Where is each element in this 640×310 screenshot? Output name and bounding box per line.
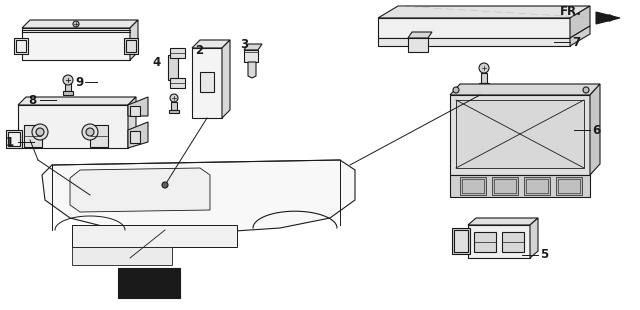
Polygon shape bbox=[22, 28, 130, 60]
Bar bbox=[200, 72, 214, 92]
Polygon shape bbox=[124, 38, 138, 54]
Circle shape bbox=[479, 63, 489, 73]
Polygon shape bbox=[70, 168, 210, 212]
Bar bbox=[130, 131, 140, 143]
Polygon shape bbox=[192, 48, 222, 118]
Polygon shape bbox=[408, 38, 428, 52]
Circle shape bbox=[86, 128, 94, 136]
Circle shape bbox=[36, 128, 44, 136]
Circle shape bbox=[32, 124, 48, 140]
Polygon shape bbox=[408, 32, 432, 38]
Bar bbox=[65, 83, 71, 91]
Bar bbox=[558, 179, 580, 193]
Text: 8: 8 bbox=[28, 94, 36, 107]
Bar bbox=[24, 125, 42, 147]
Polygon shape bbox=[468, 225, 530, 258]
Polygon shape bbox=[244, 50, 258, 62]
Polygon shape bbox=[378, 38, 570, 46]
Bar bbox=[454, 230, 468, 252]
Text: 1: 1 bbox=[6, 135, 14, 148]
Bar bbox=[556, 177, 582, 195]
Polygon shape bbox=[128, 97, 136, 148]
Polygon shape bbox=[128, 122, 148, 148]
Polygon shape bbox=[248, 62, 256, 78]
Bar bbox=[126, 40, 136, 52]
Polygon shape bbox=[530, 218, 538, 258]
Circle shape bbox=[63, 75, 73, 85]
Polygon shape bbox=[170, 48, 185, 58]
Polygon shape bbox=[18, 97, 136, 105]
Polygon shape bbox=[128, 97, 148, 116]
Circle shape bbox=[583, 87, 589, 93]
Bar bbox=[169, 110, 179, 113]
Circle shape bbox=[170, 94, 178, 102]
Polygon shape bbox=[570, 26, 590, 46]
Bar bbox=[462, 179, 484, 193]
Text: 2: 2 bbox=[195, 43, 203, 56]
Bar bbox=[90, 125, 108, 147]
Circle shape bbox=[82, 124, 98, 140]
Bar bbox=[118, 268, 180, 298]
Text: 7: 7 bbox=[572, 36, 580, 48]
Circle shape bbox=[453, 87, 459, 93]
Bar bbox=[460, 177, 486, 195]
Polygon shape bbox=[22, 20, 138, 28]
Text: FR.: FR. bbox=[560, 5, 582, 18]
Polygon shape bbox=[378, 6, 590, 18]
Text: 9: 9 bbox=[75, 76, 83, 88]
Polygon shape bbox=[244, 44, 262, 50]
Bar bbox=[474, 232, 496, 252]
Polygon shape bbox=[570, 6, 590, 38]
Bar bbox=[130, 106, 140, 116]
Bar bbox=[72, 247, 172, 265]
Bar bbox=[492, 177, 518, 195]
Text: 5: 5 bbox=[540, 249, 548, 262]
Polygon shape bbox=[378, 18, 570, 38]
Bar bbox=[171, 102, 177, 110]
Bar bbox=[502, 232, 524, 252]
Polygon shape bbox=[168, 55, 178, 80]
Bar bbox=[479, 83, 489, 86]
Circle shape bbox=[162, 182, 168, 188]
Polygon shape bbox=[590, 84, 600, 175]
Bar bbox=[450, 175, 590, 197]
Polygon shape bbox=[170, 78, 185, 88]
Bar bbox=[526, 179, 548, 193]
Bar bbox=[63, 91, 73, 95]
Bar bbox=[72, 225, 237, 247]
Polygon shape bbox=[450, 84, 600, 95]
Polygon shape bbox=[450, 95, 590, 175]
Polygon shape bbox=[18, 105, 128, 148]
Polygon shape bbox=[222, 40, 230, 118]
Polygon shape bbox=[6, 130, 22, 148]
Polygon shape bbox=[192, 40, 230, 48]
Text: 3: 3 bbox=[240, 38, 248, 51]
Text: 6: 6 bbox=[592, 123, 600, 136]
Polygon shape bbox=[14, 38, 28, 54]
Polygon shape bbox=[468, 218, 538, 225]
Text: 4: 4 bbox=[152, 55, 160, 69]
Bar bbox=[481, 73, 487, 83]
Bar bbox=[16, 40, 26, 52]
Polygon shape bbox=[42, 160, 355, 232]
Bar bbox=[524, 177, 550, 195]
Circle shape bbox=[73, 21, 79, 27]
Bar bbox=[494, 179, 516, 193]
Bar bbox=[8, 132, 20, 146]
Polygon shape bbox=[452, 228, 470, 254]
Polygon shape bbox=[130, 20, 138, 60]
Bar bbox=[456, 100, 584, 168]
Polygon shape bbox=[596, 12, 620, 24]
